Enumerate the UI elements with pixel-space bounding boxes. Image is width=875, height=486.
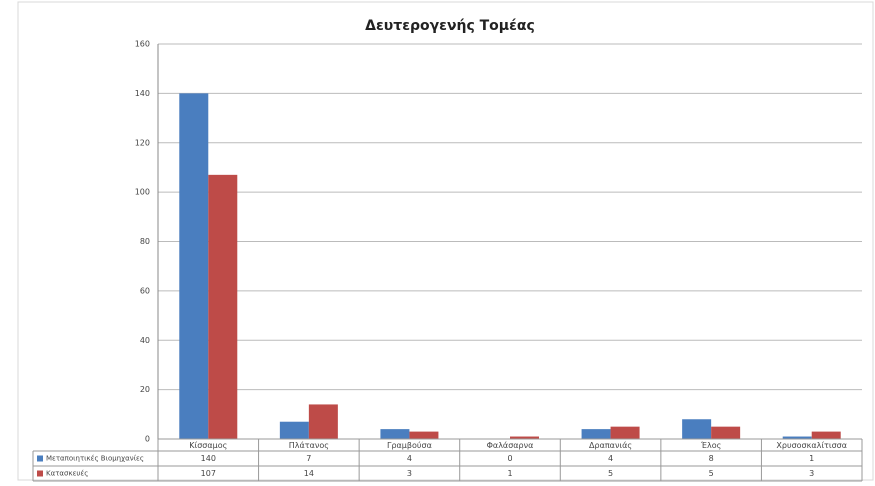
bar [682, 419, 712, 439]
table-value: 107 [201, 469, 216, 478]
y-tick-label: 40 [140, 336, 150, 345]
y-tick-label: 60 [140, 286, 150, 295]
table-value: 7 [306, 454, 311, 463]
y-tick-label: 20 [140, 385, 150, 394]
bar [581, 429, 611, 439]
y-tick-label: 0 [145, 435, 150, 444]
legend-label: Μεταποιητικές Βιομηχανίες [46, 455, 144, 463]
bar [711, 426, 741, 439]
legend-swatch [37, 470, 43, 477]
table-value: 4 [407, 454, 412, 463]
x-tick-label: Δραπανιάς [589, 441, 632, 450]
bar [409, 431, 439, 439]
legend-label: Κατασκευές [46, 470, 88, 478]
bar [782, 436, 812, 439]
chart-frame [17, 1, 874, 481]
y-tick-label: 80 [140, 237, 150, 246]
bar [308, 404, 338, 439]
y-tick-label: 140 [135, 89, 150, 98]
legend-swatch [37, 455, 43, 462]
bar [610, 426, 640, 439]
bar [811, 431, 841, 439]
bar [510, 436, 539, 439]
y-tick-label: 160 [135, 40, 150, 49]
x-tick-label: Πλάτανος [289, 441, 329, 450]
x-tick-label: Έλος [700, 441, 721, 450]
bar [208, 174, 238, 439]
chart-title: Δευτερογενής Τομέας [365, 18, 535, 34]
x-tick-label: Φαλάσαρνα [487, 441, 534, 450]
bar [380, 429, 410, 439]
table-value: 5 [608, 469, 613, 478]
y-tick-label: 120 [135, 138, 150, 147]
bar [179, 93, 209, 439]
x-tick-label: Χρυσοσκαλίτισσα [776, 441, 847, 450]
x-tick-label: Γραμβούσα [387, 440, 432, 450]
bar [279, 421, 309, 439]
table-value: 1 [809, 454, 814, 463]
table-value: 1 [507, 469, 512, 478]
table-value: 0 [507, 454, 512, 463]
table-value: 3 [809, 469, 814, 478]
table-value: 14 [304, 469, 314, 478]
table-value: 5 [709, 469, 714, 478]
y-tick-label: 100 [135, 188, 150, 197]
table-value: 8 [709, 454, 714, 463]
table-value: 3 [407, 469, 412, 478]
x-tick-label: Κίσσαμος [189, 441, 227, 450]
table-value: 4 [608, 454, 613, 463]
table-value: 140 [201, 454, 216, 463]
